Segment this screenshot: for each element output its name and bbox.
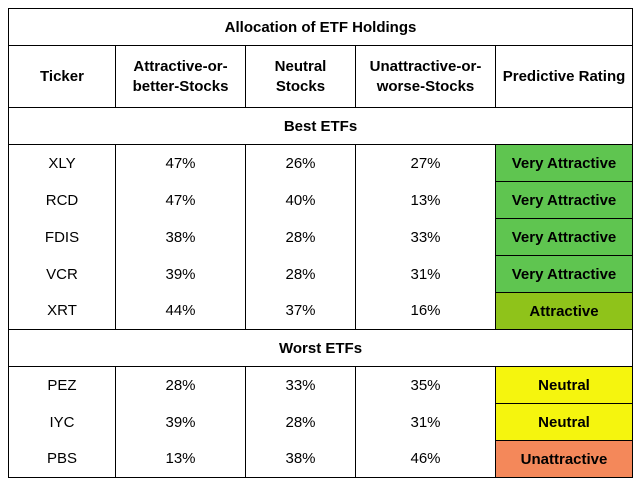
- data-cell: 31%: [355, 255, 496, 293]
- table-body: Allocation of ETF Holdings Ticker Attract…: [7, 8, 634, 478]
- data-row: FDIS 38% 28% 33% Very Attractive: [8, 218, 634, 256]
- data-cell: 13%: [355, 181, 496, 219]
- data-cell: FDIS: [8, 218, 116, 256]
- data-cell: XRT: [8, 292, 116, 330]
- column-header: Ticker: [8, 45, 116, 108]
- rating-cell: Very Attractive: [494, 181, 634, 219]
- data-cell: 47%: [115, 144, 246, 182]
- data-cell: 27%: [355, 144, 496, 182]
- column-header: Neutral Stocks: [245, 45, 356, 108]
- data-cell: 40%: [245, 181, 356, 219]
- data-cell: 38%: [245, 440, 356, 478]
- data-cell: 31%: [355, 403, 496, 441]
- rating-cell: Very Attractive: [494, 218, 634, 256]
- column-header: Unattractive-or-worse-Stocks: [355, 45, 496, 108]
- rating-cell: Very Attractive: [494, 144, 634, 182]
- column-header: Predictive Rating: [494, 45, 634, 108]
- rating-cell: Neutral: [494, 366, 634, 404]
- rating-cell: Very Attractive: [494, 255, 634, 293]
- rating-cell: Attractive: [494, 292, 634, 330]
- data-row: XLY 47% 26% 27% Very Attractive: [8, 144, 634, 182]
- table-title: Allocation of ETF Holdings: [7, 8, 634, 46]
- rating-cell: Unattractive: [494, 440, 634, 478]
- data-cell: 46%: [355, 440, 496, 478]
- data-cell: 39%: [115, 255, 246, 293]
- data-cell: 28%: [245, 403, 356, 441]
- data-row: IYC 39% 28% 31% Neutral: [8, 403, 634, 441]
- column-header: Attractive-or-better-Stocks: [115, 45, 246, 108]
- data-row: PBS 13% 38% 46% Unattractive: [8, 440, 634, 478]
- data-cell: PEZ: [8, 366, 116, 404]
- data-cell: PBS: [8, 440, 116, 478]
- data-cell: 47%: [115, 181, 246, 219]
- data-cell: XLY: [8, 144, 116, 182]
- data-cell: 13%: [115, 440, 246, 478]
- data-row: PEZ 28% 33% 35% Neutral: [8, 366, 634, 404]
- data-cell: 38%: [115, 218, 246, 256]
- data-row: RCD 47% 40% 13% Very Attractive: [8, 181, 634, 219]
- data-cell: 33%: [245, 366, 356, 404]
- section-label: Best ETFs: [7, 107, 634, 145]
- data-row: VCR 39% 28% 31% Very Attractive: [8, 255, 634, 293]
- data-cell: VCR: [8, 255, 116, 293]
- section-row: Worst ETFs: [7, 329, 634, 367]
- header-row: Ticker Attractive-or-better-Stocks Neutral…: [8, 45, 634, 108]
- section-row: Best ETFs: [7, 107, 634, 145]
- data-cell: 28%: [245, 255, 356, 293]
- data-cell: 26%: [245, 144, 356, 182]
- data-cell: 44%: [115, 292, 246, 330]
- section-label: Worst ETFs: [7, 329, 634, 367]
- data-cell: RCD: [8, 181, 116, 219]
- data-cell: 35%: [355, 366, 496, 404]
- data-cell: 28%: [245, 218, 356, 256]
- rating-cell: Neutral: [494, 403, 634, 441]
- data-cell: 39%: [115, 403, 246, 441]
- holdings-table: Allocation of ETF Holdings Ticker Attract…: [7, 8, 634, 478]
- data-cell: IYC: [8, 403, 116, 441]
- data-row: XRT 44% 37% 16% Attractive: [8, 292, 634, 330]
- data-cell: 33%: [355, 218, 496, 256]
- title-row: Allocation of ETF Holdings: [7, 8, 634, 46]
- data-cell: 16%: [355, 292, 496, 330]
- data-cell: 37%: [245, 292, 356, 330]
- data-cell: 28%: [115, 366, 246, 404]
